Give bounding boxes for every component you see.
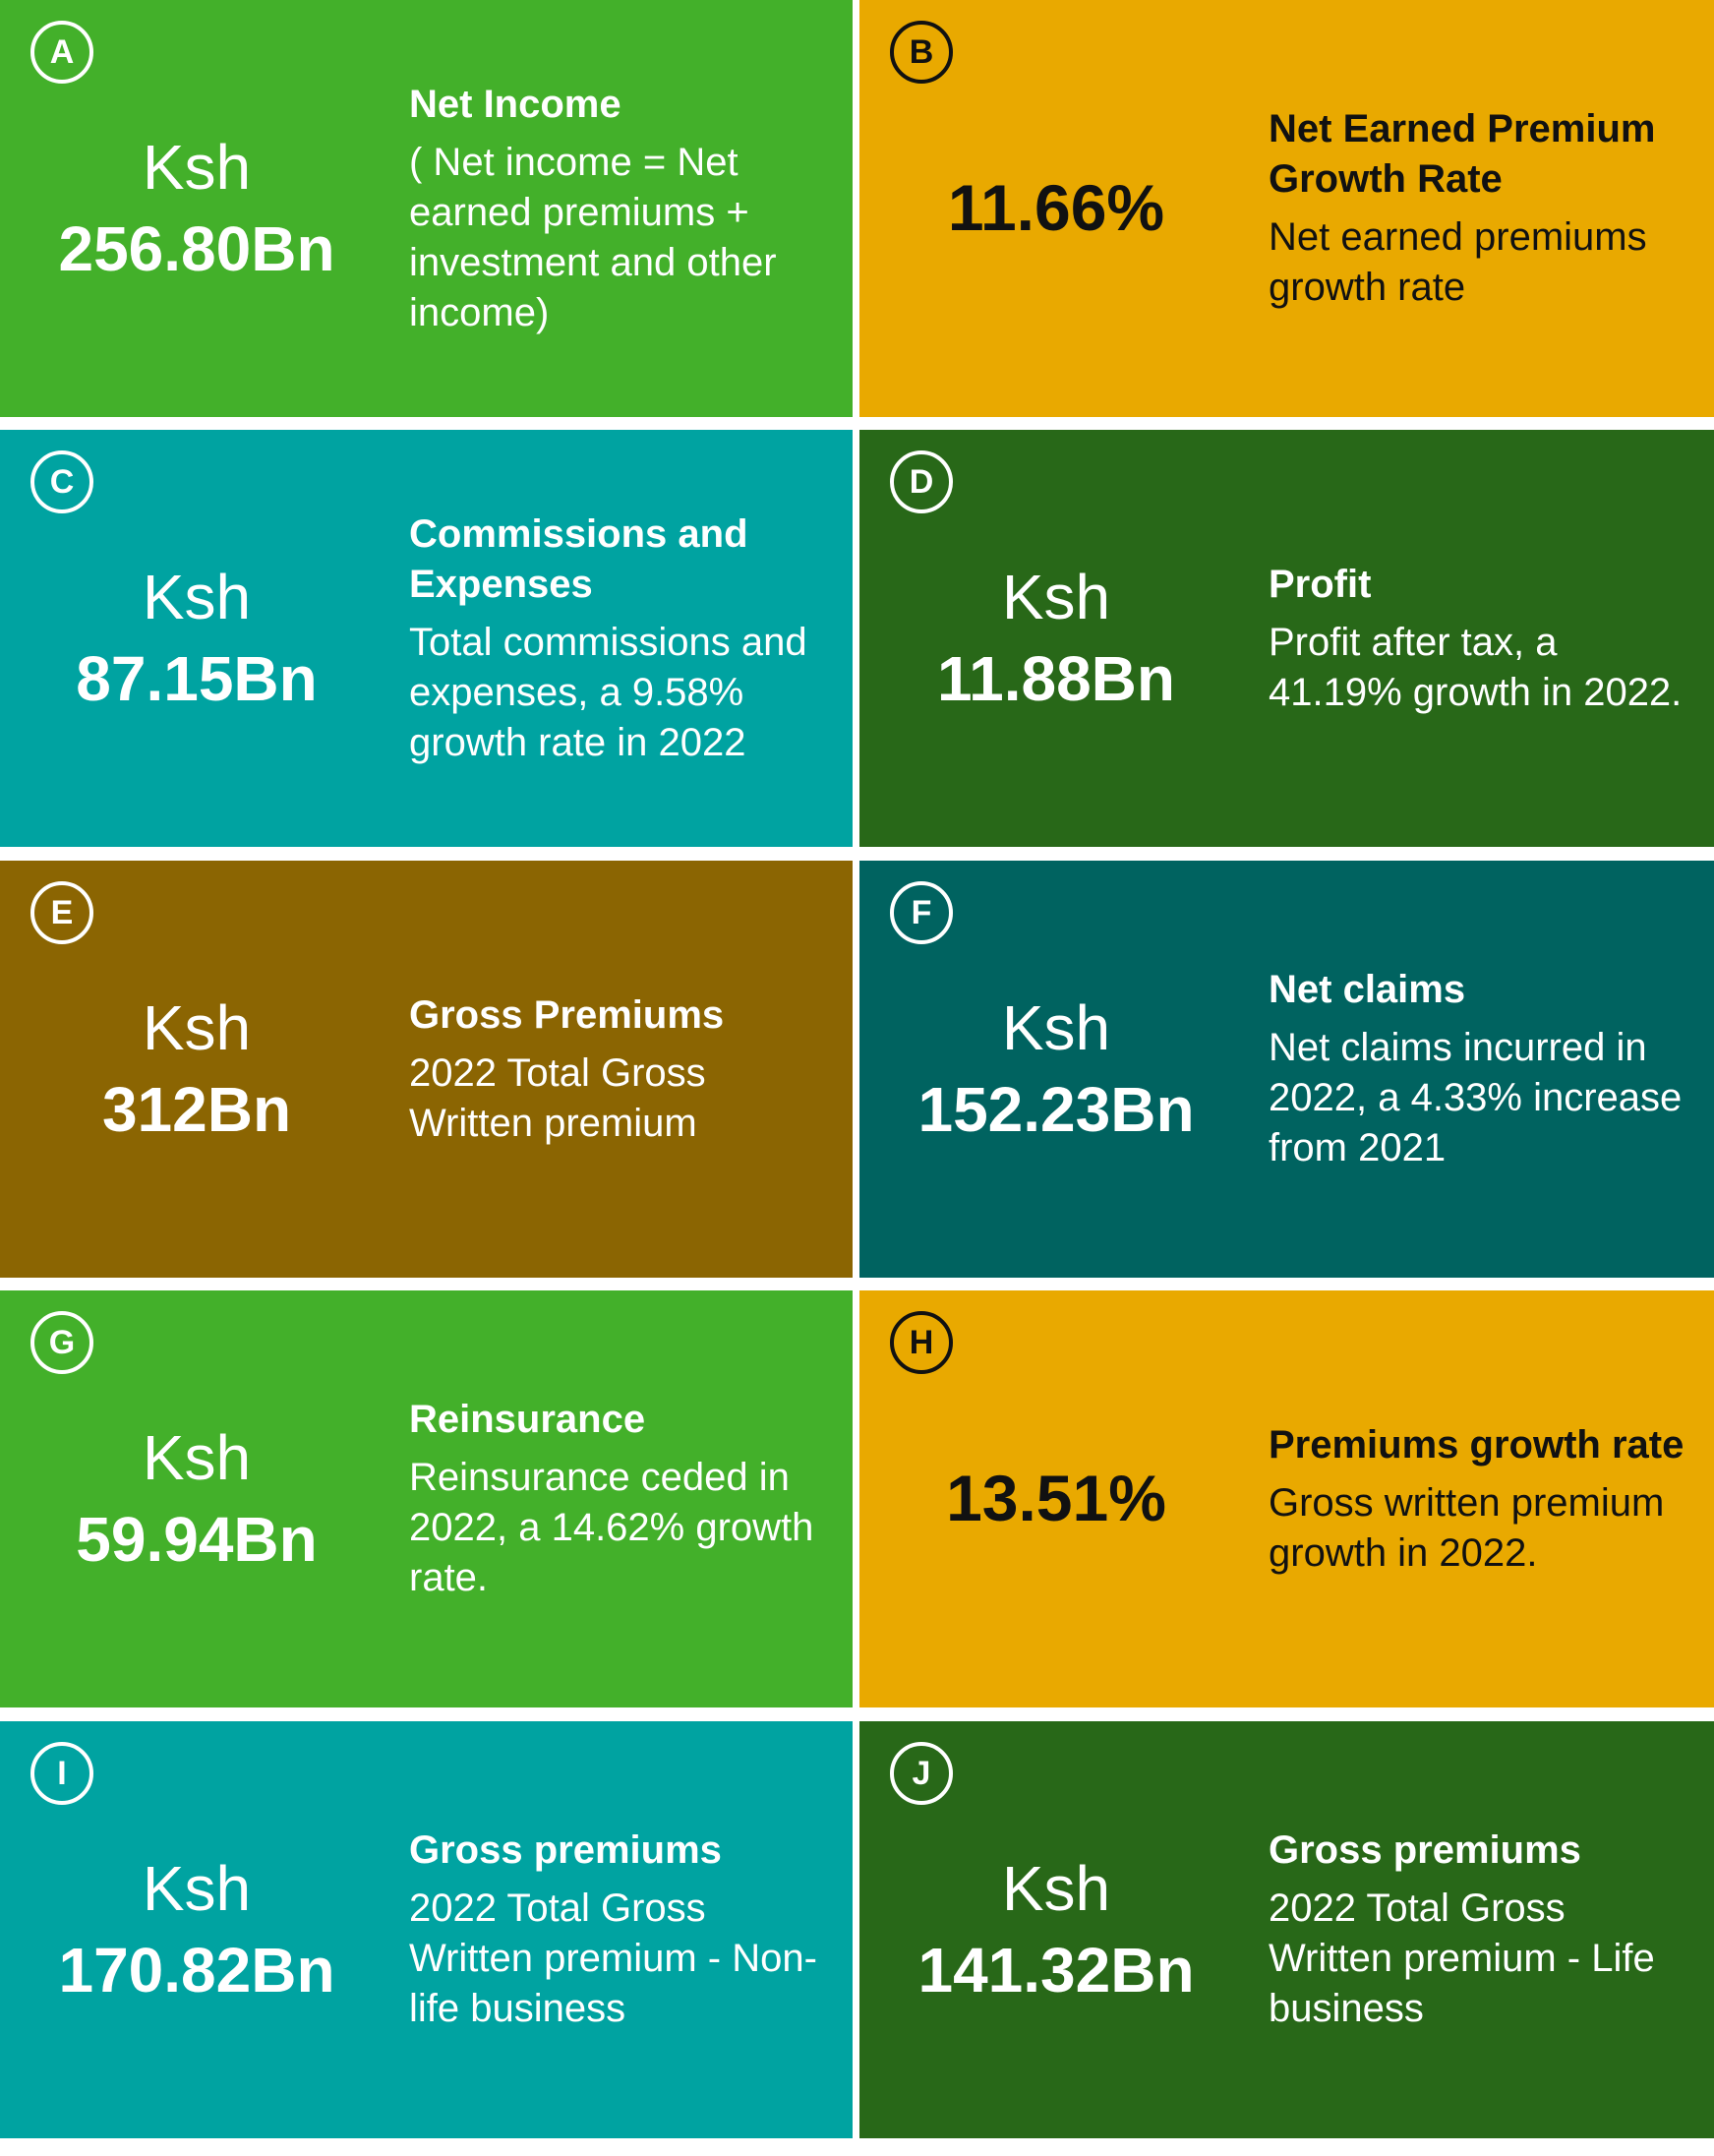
card-description: ( Net income = Net earned premiums + inv…	[409, 140, 777, 334]
card-description: Profit after tax, a 41.19% growth in 202…	[1269, 620, 1683, 714]
card-text: Net Earned Premium Growth Rate Net earne…	[1269, 0, 1698, 417]
card-value: Ksh 11.88Bn	[859, 430, 1253, 847]
card-description: 2022 Total Gross Written premium - Non-l…	[409, 1886, 817, 2030]
card-text: Commissions and Expenses Total commissio…	[409, 430, 837, 847]
card-title: Commissions and Expenses	[409, 511, 748, 606]
card-title: Profit	[1269, 562, 1372, 606]
card-value: Ksh 312Bn	[0, 861, 393, 1278]
amount-value: 59.94Bn	[76, 1504, 318, 1575]
amount-value: 152.23Bn	[917, 1074, 1195, 1145]
card-value: Ksh 141.32Bn	[859, 1721, 1253, 2138]
amount-value: 312Bn	[101, 1074, 292, 1145]
card-text: Premiums growth rate Gross written premi…	[1269, 1290, 1698, 1707]
currency-label: Ksh	[142, 1852, 252, 1924]
card-value: Ksh 256.80Bn	[0, 0, 393, 417]
card-reinsurance: G Ksh 59.94Bn Reinsurance Reinsurance ce…	[0, 1290, 853, 1707]
card-gross-premiums-non-life: I Ksh 170.82Bn Gross premiums 2022 Total…	[0, 1721, 853, 2138]
card-description: Reinsurance ceded in 2022, a 14.62% grow…	[409, 1456, 814, 1599]
card-net-income: A Ksh 256.80Bn Net Income ( Net income =…	[0, 0, 853, 417]
card-description: Net claims incurred in 2022, a 4.33% inc…	[1269, 1026, 1683, 1169]
card-letter-badge: J	[890, 1742, 953, 1805]
card-title: Gross Premiums	[409, 992, 725, 1037]
card-value: 13.51%	[859, 1290, 1253, 1707]
card-value: Ksh 152.23Bn	[859, 861, 1253, 1278]
card-letter-badge: G	[30, 1311, 93, 1374]
percentage-value: 13.51%	[946, 1462, 1166, 1535]
card-title: Net Income	[409, 82, 621, 126]
card-text: Net claims Net claims incurred in 2022, …	[1269, 861, 1698, 1278]
card-title: Gross premiums	[1269, 1828, 1581, 1872]
card-profit: D Ksh 11.88Bn Profit Profit after tax, a…	[859, 430, 1714, 847]
card-description: 2022 Total Gross Written premium - Life …	[1269, 1886, 1655, 2030]
card-letter-badge: D	[890, 450, 953, 513]
card-text: Gross premiums 2022 Total Gross Written …	[409, 1721, 837, 2138]
card-title: Net claims	[1269, 968, 1466, 1011]
card-text: Gross premiums 2022 Total Gross Written …	[1269, 1721, 1698, 2138]
card-title: Premiums growth rate	[1269, 1422, 1684, 1467]
card-title: Gross premiums	[409, 1828, 722, 1872]
card-value: 11.66%	[859, 0, 1253, 417]
currency-label: Ksh	[1001, 1852, 1111, 1924]
card-net-earned-premium-growth: B 11.66% Net Earned Premium Growth Rate …	[859, 0, 1714, 417]
card-letter-badge: F	[890, 881, 953, 944]
card-value: Ksh 87.15Bn	[0, 430, 393, 847]
card-value: Ksh 170.82Bn	[0, 1721, 393, 2138]
currency-label: Ksh	[142, 131, 252, 203]
currency-label: Ksh	[142, 1421, 252, 1493]
amount-value: 256.80Bn	[58, 213, 335, 284]
amount-value: 11.88Bn	[937, 643, 1175, 714]
card-value: Ksh 59.94Bn	[0, 1290, 393, 1707]
currency-label: Ksh	[1001, 991, 1111, 1063]
card-description: 2022 Total Gross Written premium	[409, 1050, 706, 1145]
amount-value: 141.32Bn	[917, 1935, 1195, 2006]
card-title: Net Earned Premium Growth Rate	[1269, 107, 1656, 201]
currency-label: Ksh	[142, 561, 252, 632]
card-letter-badge: E	[30, 881, 93, 944]
card-letter-badge: A	[30, 21, 93, 84]
card-letter-badge: C	[30, 450, 93, 513]
card-commissions-expenses: C Ksh 87.15Bn Commissions and Expenses T…	[0, 430, 853, 847]
card-gross-premiums-total: E Ksh 312Bn Gross Premiums 2022 Total Gr…	[0, 861, 853, 1278]
card-description: Gross written premium growth in 2022.	[1269, 1480, 1665, 1575]
card-gross-premiums-life: J Ksh 141.32Bn Gross premiums 2022 Total…	[859, 1721, 1714, 2138]
card-title: Reinsurance	[409, 1398, 646, 1441]
card-description: Net earned premiums growth rate	[1269, 215, 1647, 309]
amount-value: 87.15Bn	[76, 643, 318, 714]
card-description: Total commissions and expenses, a 9.58% …	[409, 620, 807, 764]
card-text: Reinsurance Reinsurance ceded in 2022, a…	[409, 1290, 837, 1707]
currency-label: Ksh	[142, 991, 252, 1063]
card-net-claims: F Ksh 152.23Bn Net claims Net claims inc…	[859, 861, 1714, 1278]
card-premiums-growth-rate: H 13.51% Premiums growth rate Gross writ…	[859, 1290, 1714, 1707]
percentage-value: 11.66%	[947, 171, 1165, 245]
card-letter-badge: B	[890, 21, 953, 84]
card-letter-badge: H	[890, 1311, 953, 1374]
card-letter-badge: I	[30, 1742, 93, 1805]
card-text: Net Income ( Net income = Net earned pre…	[409, 0, 837, 417]
currency-label: Ksh	[1001, 561, 1111, 632]
amount-value: 170.82Bn	[58, 1935, 335, 2006]
card-text: Profit Profit after tax, a 41.19% growth…	[1269, 430, 1698, 847]
card-text: Gross Premiums 2022 Total Gross Written …	[409, 861, 837, 1278]
